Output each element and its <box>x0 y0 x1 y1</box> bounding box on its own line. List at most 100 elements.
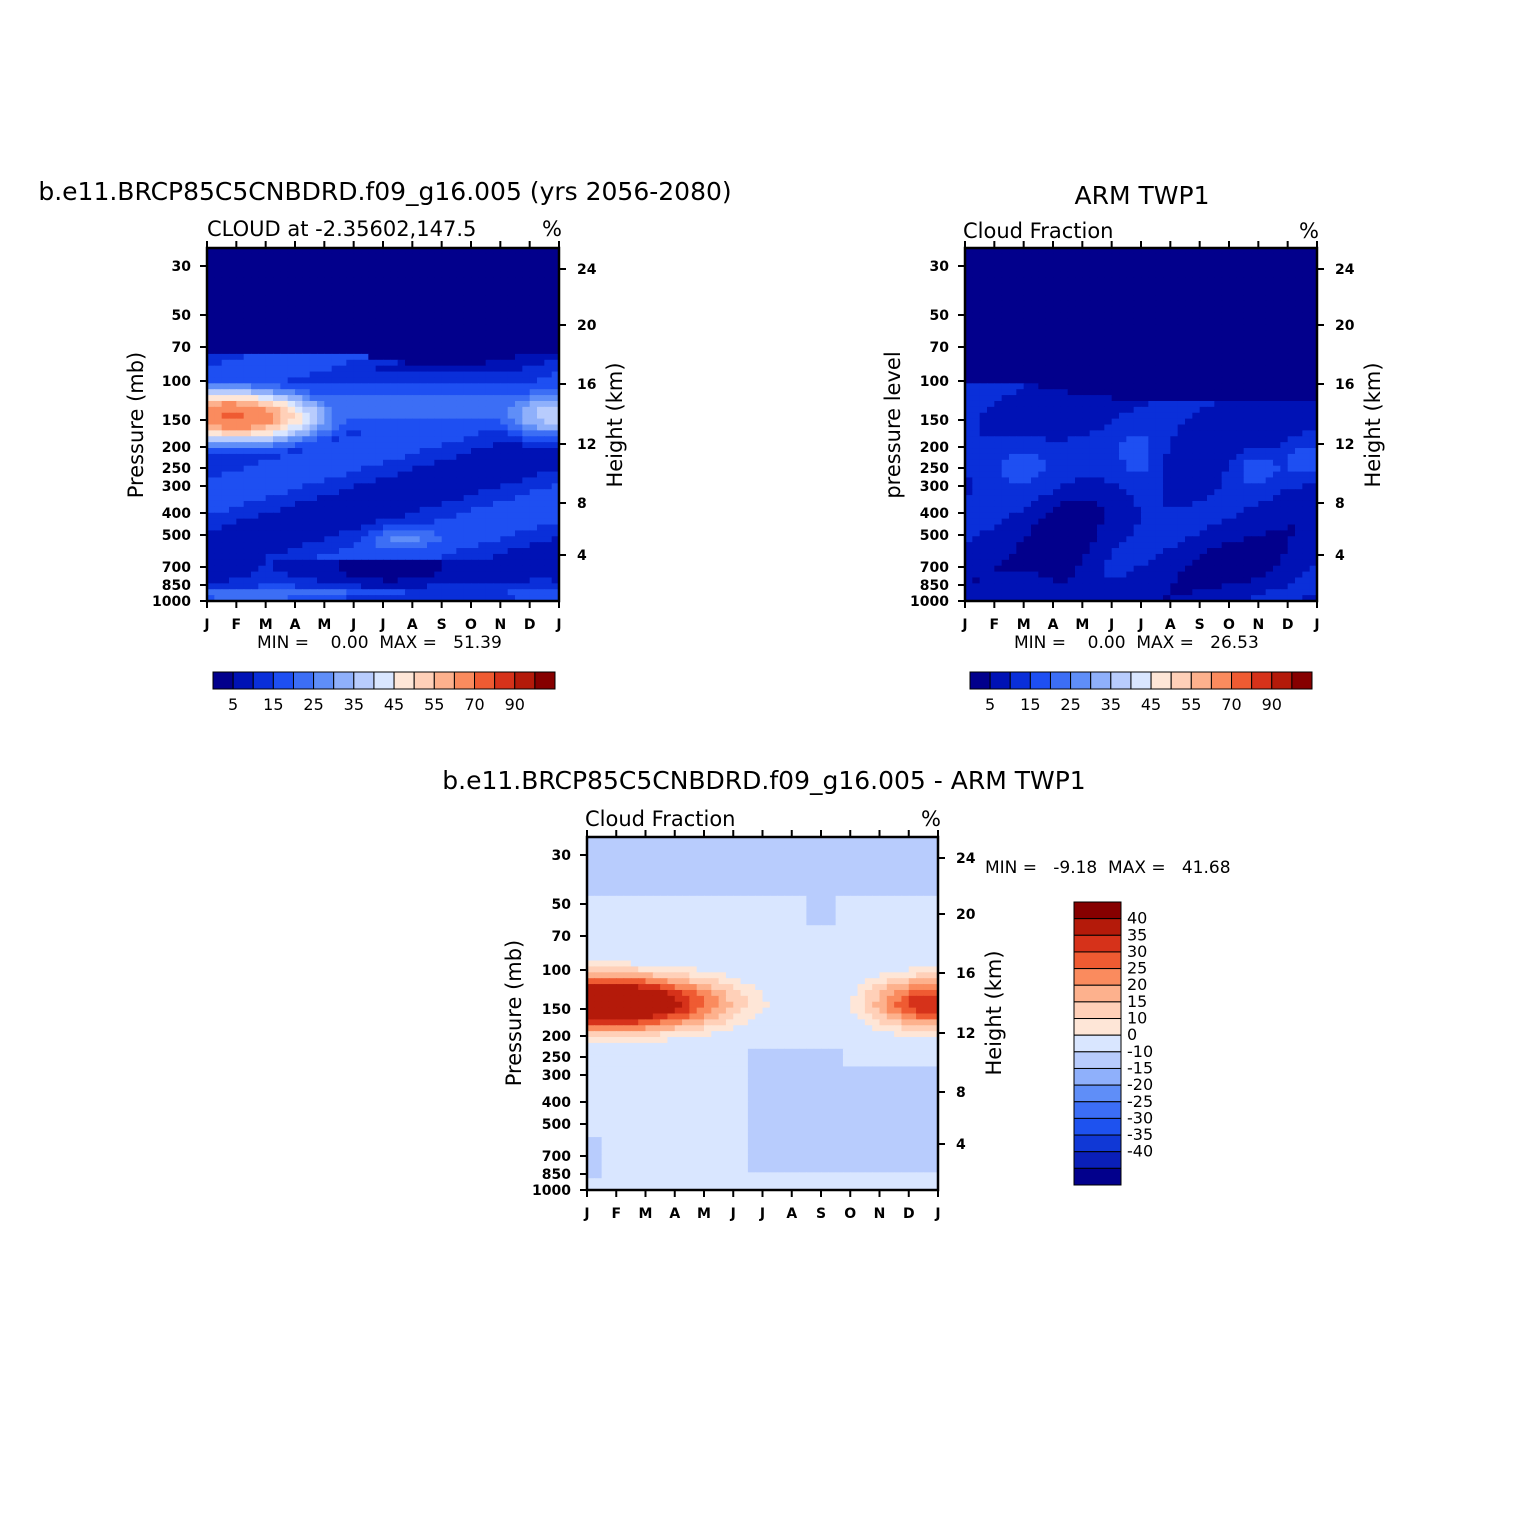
model-heatmap-cell <box>375 424 384 431</box>
model-heatmap-cell <box>368 306 377 314</box>
obs-heatmap-cell <box>972 371 981 379</box>
obs-heatmap-cell <box>987 436 995 443</box>
model-heatmap-cell <box>383 518 391 526</box>
model-heatmap-cell <box>434 565 443 573</box>
obs-heatmap-cell <box>1148 389 1157 396</box>
model-heatmap-cell <box>339 524 347 531</box>
model-heatmap-cell <box>331 524 340 531</box>
model-heatmap-cell <box>368 406 377 414</box>
model-heatmap-cell <box>485 306 494 314</box>
model-heatmap-cell <box>537 559 545 567</box>
obs-heatmap-cell <box>1148 424 1157 431</box>
model-heatmap-cell <box>419 553 428 561</box>
model-heatmap-cell <box>361 289 369 296</box>
model-heatmap-cell <box>383 418 391 426</box>
model-heatmap-cell <box>331 506 340 514</box>
model-heatmap-cell <box>522 495 531 502</box>
obs-heatmap-cell <box>994 489 1003 496</box>
obs-heatmap-cell <box>1236 400 1245 408</box>
model-colorbar-box <box>453 671 476 690</box>
obs-heatmap-cell <box>1192 465 1201 473</box>
model-heatmap-cell <box>383 412 391 420</box>
model-heatmap-cell <box>309 442 318 449</box>
obs-heatmap-cell <box>1133 265 1142 273</box>
obs-heatmap-cell <box>1155 353 1164 361</box>
model-heatmap-cell <box>522 477 531 484</box>
model-heatmap-cell <box>287 295 296 302</box>
obs-heatmap-cell <box>1119 406 1127 414</box>
obs-heatmap-cell <box>1192 365 1201 373</box>
model-heatmap-cell <box>427 300 435 308</box>
obs-heatmap-cell <box>1295 336 1303 343</box>
obs-heatmap-cell <box>1119 489 1127 496</box>
model-heatmap-cell <box>500 506 509 514</box>
model-heatmap-cell <box>353 430 362 437</box>
obs-heatmap-cell <box>1280 253 1289 261</box>
obs-heatmap-cell <box>1111 348 1120 355</box>
model-heatmap-cell <box>346 359 355 367</box>
obs-heatmap-cell <box>1170 365 1179 373</box>
obs-heatmap-cell <box>1251 453 1259 461</box>
model-heatmap-cell <box>295 442 303 449</box>
obs-heatmap-cell <box>1148 306 1157 314</box>
model-heatmap-cell <box>522 336 531 343</box>
model-heatmap-cell <box>449 500 457 508</box>
model-heatmap-cell <box>529 477 538 484</box>
obs-heatmap-cell <box>1199 471 1208 479</box>
model-heatmap-cell <box>280 589 289 596</box>
model-heatmap-cell <box>493 577 501 584</box>
model-heatmap-cell <box>537 448 545 455</box>
model-heatmap-cell <box>309 342 318 349</box>
model-heatmap-cell <box>427 483 435 490</box>
model-heatmap-cell <box>405 295 413 302</box>
model-heatmap-cell <box>207 312 215 320</box>
model-heatmap-cell <box>251 500 259 508</box>
model-heatmap-cell <box>500 342 509 349</box>
model-heatmap-cell <box>243 371 252 379</box>
model-heatmap-cell <box>353 383 362 390</box>
model-heatmap-cell <box>280 565 289 573</box>
obs-heatmap-cell <box>1133 312 1142 320</box>
model-heatmap-cell <box>383 542 391 549</box>
model-heatmap-cell <box>390 359 399 367</box>
obs-heatmap-cell <box>1229 248 1237 255</box>
obs-heatmap-cell <box>1031 383 1039 390</box>
obs-heatmap-cell <box>1251 459 1259 467</box>
model-heatmap-cell <box>339 406 347 414</box>
model-heatmap-cell <box>515 442 523 449</box>
model-heatmap-cell <box>375 518 384 526</box>
model-heatmap-cell <box>324 530 333 537</box>
obs-heatmap-cell <box>1053 377 1061 384</box>
model-heatmap-cell <box>529 248 538 255</box>
model-heatmap-cell <box>405 353 413 361</box>
model-heatmap-cell <box>324 336 333 343</box>
model-heatmap-cell <box>471 489 479 496</box>
model-heatmap-cell <box>324 430 333 437</box>
obs-heatmap-cell <box>1009 412 1017 420</box>
obs-heatmap-cell <box>1185 430 1193 437</box>
obs-heatmap-cell <box>1126 259 1135 267</box>
obs-heatmap-cell <box>1185 312 1193 320</box>
obs-heatmap-cell <box>1119 353 1127 361</box>
obs-heatmap-cell <box>1045 442 1054 449</box>
model-heatmap-cell <box>375 530 384 537</box>
model-heatmap-cell <box>309 512 318 520</box>
model-heatmap-cell <box>258 495 267 502</box>
model-heatmap-cell <box>412 571 421 579</box>
model-heatmap-cell <box>368 330 377 337</box>
model-heatmap-cell <box>383 336 391 343</box>
obs-heatmap-cell <box>1045 424 1054 431</box>
model-heatmap-cell <box>361 371 369 379</box>
model-heatmap-cell <box>375 595 384 602</box>
model-heatmap-cell <box>471 571 479 579</box>
obs-heatmap-cell <box>1309 371 1318 379</box>
obs-heatmap-cell <box>1089 265 1098 273</box>
model-heatmap-cell <box>522 330 531 337</box>
obs-heatmap-cell <box>1273 253 1281 261</box>
obs-heatmap-cell <box>1111 389 1120 396</box>
obs-heatmap-cell <box>1097 348 1105 355</box>
model-heatmap-cell <box>544 424 553 431</box>
model-heatmap-cell <box>236 483 245 490</box>
obs-heatmap-cell <box>1111 277 1120 284</box>
obs-heatmap-cell <box>1280 389 1289 396</box>
